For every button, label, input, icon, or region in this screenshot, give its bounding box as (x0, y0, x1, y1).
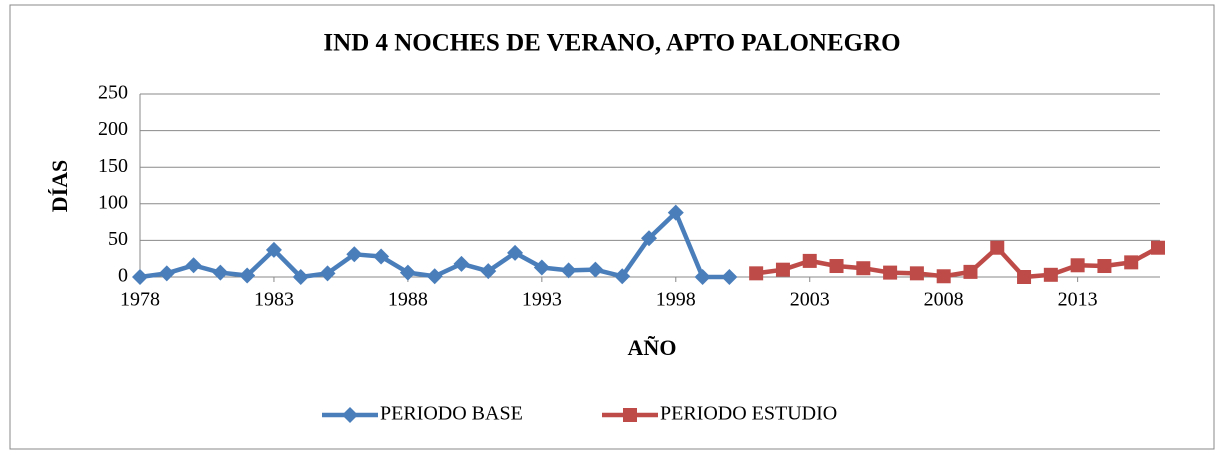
data-point (399, 264, 416, 281)
data-point (856, 261, 871, 276)
legend-marker (342, 407, 358, 423)
data-point (319, 265, 336, 282)
legend-label: PERIODO ESTUDIO (660, 403, 837, 425)
data-point (373, 248, 390, 265)
data-point (453, 255, 470, 272)
series-line (755, 245, 1160, 280)
data-point (507, 244, 524, 261)
data-point (265, 241, 282, 258)
data-point (749, 266, 764, 281)
data-point (667, 204, 684, 221)
data-point (1124, 255, 1139, 270)
data-point (775, 262, 790, 277)
data-point (1070, 258, 1085, 273)
data-point (694, 269, 711, 285)
legend-marker (623, 408, 637, 422)
data-point (829, 259, 844, 274)
data-point (533, 259, 550, 276)
y-tick-label: 100 (98, 191, 128, 213)
data-point (560, 262, 577, 279)
y-axis-label: DÍAS (47, 160, 72, 213)
y-tick-label: 200 (98, 118, 128, 140)
data-point (426, 268, 443, 285)
chart-title: IND 4 NOCHES DE VERANO, APTO PALONEGRO (323, 30, 900, 57)
data-point (909, 266, 924, 281)
data-point (158, 265, 175, 282)
x-tick-label: 1978 (120, 289, 160, 311)
y-tick-label: 250 (98, 82, 128, 104)
data-point (239, 267, 256, 284)
data-point (721, 269, 738, 285)
chart-border (9, 4, 1215, 450)
data-point (346, 246, 363, 263)
data-point (132, 269, 148, 285)
data-point (1097, 259, 1112, 274)
data-point (587, 261, 604, 278)
data-point (1151, 240, 1165, 255)
data-point (963, 264, 978, 279)
y-tick-label: 50 (108, 228, 128, 250)
x-tick-label: 1993 (522, 289, 562, 311)
data-point (990, 240, 1005, 255)
data-point (883, 265, 898, 280)
data-point (614, 268, 631, 285)
data-point (1043, 267, 1058, 282)
x-tick-label: 1998 (656, 289, 696, 311)
data-point (1017, 270, 1032, 284)
x-axis-label: AÑO (628, 335, 677, 360)
data-point (480, 263, 497, 280)
x-tick-label: 2003 (790, 289, 830, 311)
y-tick-label: 0 (118, 265, 128, 287)
data-point (185, 257, 202, 274)
data-point (212, 264, 229, 281)
x-tick-label: 2008 (924, 289, 964, 311)
x-tick-label: 2013 (1058, 289, 1098, 311)
y-tick-label: 150 (98, 155, 128, 177)
legend-label: PERIODO BASE (380, 403, 523, 425)
data-point (802, 253, 817, 268)
data-point (292, 269, 309, 285)
x-tick-label: 1988 (388, 289, 428, 311)
x-tick-label: 1983 (254, 289, 294, 311)
data-point (641, 230, 657, 247)
data-point (936, 269, 951, 284)
